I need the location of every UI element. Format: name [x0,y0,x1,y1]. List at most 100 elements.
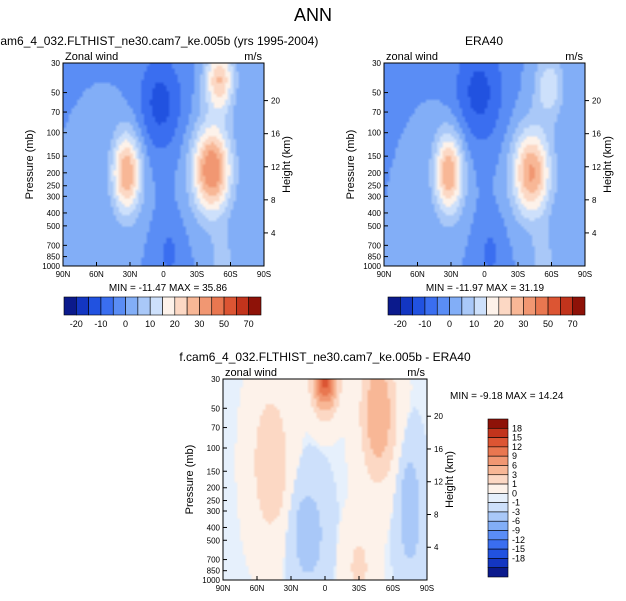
y-right-tick-label: 20 [592,97,601,106]
colorbar-swatch [412,296,426,316]
colorbar-label: 9 [512,451,517,461]
colorbar-swatch [487,437,509,448]
field-label: zonal wind [225,367,277,379]
colorbar-swatch [449,296,463,316]
y-tick-label: 500 [47,222,61,231]
colorbar-label: 3 [512,470,517,480]
y-tick-label: 30 [211,375,220,384]
colorbar-label: 1 [512,479,517,489]
field-label: Zonal wind [65,51,118,63]
colorbar-label: -12 [512,535,525,545]
page-title: ANN [294,5,332,25]
colorbar-label: -10 [94,319,107,329]
colorbar-swatch [487,427,509,438]
colorbar-swatch [199,296,213,316]
y-axis-label: Pressure (mb) [345,130,357,200]
y-tick-label: 500 [368,222,382,231]
colorbar-label: -1 [512,498,520,508]
x-tick-label: 60S [223,270,237,279]
y-right-tick-label: 8 [592,196,597,205]
chart-title: f.cam6_4_032.FLTHIST_ne30.cam7_ke.005b -… [179,350,471,364]
y-tick-label: 70 [372,108,381,117]
colorbar-swatch [487,539,509,550]
x-tick-label: 0 [161,270,166,279]
y-tick-label: 700 [207,556,221,565]
x-tick-label: 30S [352,584,366,593]
colorbar-swatch [186,296,200,316]
colorbar-swatch [248,296,262,316]
x-tick-label: 30N [444,270,459,279]
y-axis-label: Pressure (mb) [184,445,196,515]
colorbar-swatch [125,296,139,316]
colorbar-label: -15 [512,544,525,554]
y-right-tick-label: 20 [271,97,280,106]
colorbar-swatch [461,296,475,316]
y-tick-label: 1000 [202,576,220,585]
chart-panel-0: f.cam6_4_032.FLTHIST_ne30.cam7_ke.005b (… [0,34,318,294]
x-tick-label: 30S [511,270,525,279]
colorbar-swatch [487,558,509,569]
y-tick-label: 200 [368,169,382,178]
colorbar-swatch [523,296,537,316]
x-tick-label: 90N [377,270,392,279]
colorbar-label: 12 [512,442,522,452]
colorbar-swatch [487,465,509,476]
field-label: zonal wind [386,51,438,63]
colorbar-label: 0 [123,319,128,329]
y-tick-label: 500 [207,536,221,545]
y-right-tick-label: 16 [271,130,280,139]
colorbar-label: 0 [447,319,452,329]
y-tick-label: 700 [47,241,61,250]
min-max-stats: MIN = -11.47 MAX = 35.86 [109,283,228,294]
min-max-stats: MIN = -9.18 MAX = 14.24 [450,391,564,402]
colorbar-swatch [487,493,509,503]
colorbar-swatch [473,296,487,316]
x-tick-label: 0 [323,584,328,593]
colorbar-swatch [487,502,509,513]
y-right-axis-label: Height (km) [444,451,456,508]
colorbar-swatch [487,446,509,457]
y-tick-label: 30 [51,59,60,68]
colorbar-label: -9 [512,526,520,536]
y-tick-label: 200 [47,169,61,178]
colorbar-swatch [487,483,509,494]
units-label: m/s [565,51,583,63]
y-tick-label: 400 [207,523,221,532]
y-tick-label: 300 [368,192,382,201]
colorbar-swatch [100,296,114,316]
y-tick-label: 250 [47,182,61,191]
colorbar-label: -6 [512,516,520,526]
colorbar-swatch [63,296,77,316]
colorbar-label: -10 [418,319,431,329]
y-axis-label: Pressure (mb) [24,130,36,200]
colorbar-swatch [162,296,176,316]
colorbar-swatch [424,296,438,316]
colorbar-swatch [436,296,450,316]
colorbar-label: 20 [494,319,504,329]
colorbar-label: 0 [512,488,517,498]
colorbar-label: 20 [170,319,180,329]
x-tick-label: 60N [250,584,265,593]
colorbar-swatch [223,296,237,316]
x-tick-label: 60S [386,584,400,593]
colorbar-swatch [547,296,561,316]
x-tick-label: 60N [410,270,425,279]
y-right-tick-label: 16 [592,130,601,139]
x-tick-label: 0 [482,270,487,279]
y-right-tick-label: 4 [592,229,597,238]
y-tick-label: 700 [368,241,382,250]
colorbar-swatch [112,296,126,316]
colorbar-0: -20 -10 0 10 20 30 50 70 [63,296,262,329]
y-tick-label: 150 [47,152,61,161]
x-tick-label: 90N [56,270,71,279]
colorbar-label: 70 [244,319,254,329]
y-right-tick-label: 12 [271,163,280,172]
y-right-tick-label: 8 [271,196,276,205]
y-tick-label: 150 [207,467,221,476]
y-tick-label: 250 [207,497,221,506]
y-tick-label: 1000 [42,262,60,271]
contour-field [63,63,264,266]
y-tick-label: 850 [47,253,61,262]
colorbar-swatch [487,418,509,429]
